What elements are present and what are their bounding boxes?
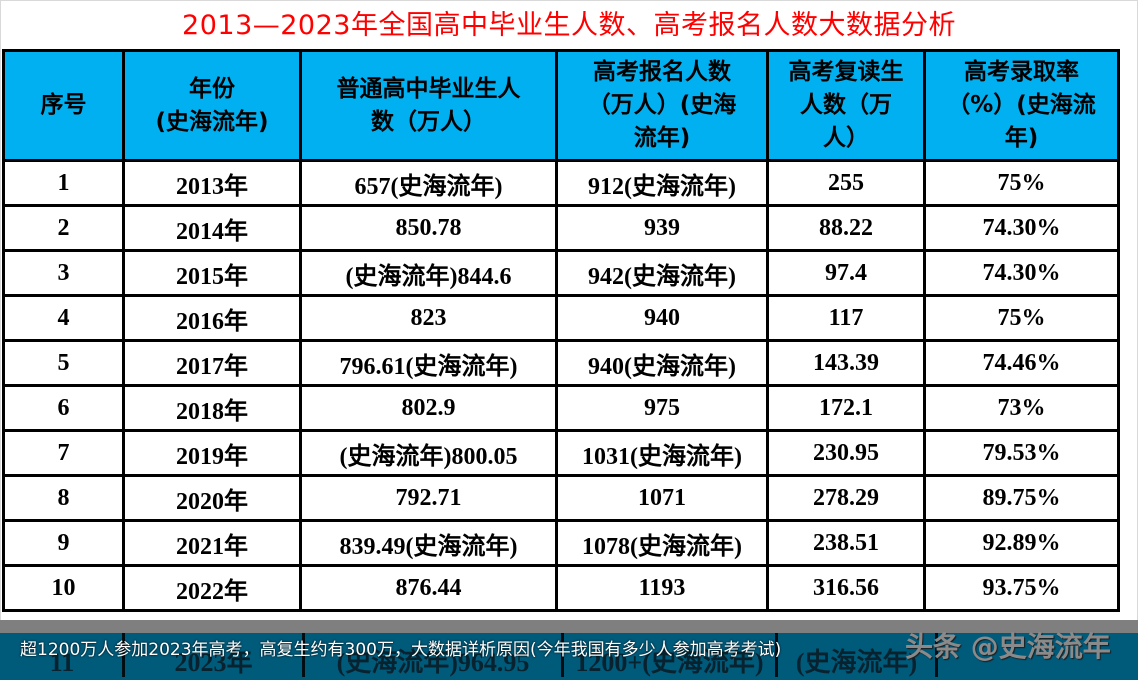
cell-repeaters: 143.39 <box>766 339 926 387</box>
cell-admission-rate: 75% <box>923 159 1120 207</box>
table-row: 8 2020年 792.71 1071 278.29 89.75% <box>2 474 1120 522</box>
table-row: 7 2019年 (史海流年)800.05 1031(史海流年) 230.95 79.53% <box>2 429 1120 477</box>
cell-admission-rate: 75% <box>923 294 1120 342</box>
table-body: 1 2013年 657(史海流年) 912(史海流年) 255 75% 2 2014年 850… <box>2 159 1120 612</box>
page-title: 2013—2023年全国高中毕业生人数、高考报名人数大数据分析 <box>182 10 956 41</box>
cell-graduates: 792.71 <box>299 474 558 522</box>
header-row: 序号 年份 (史海流年) 普通高中毕业生人 数（万人） 高考报名人数 （万人）(… <box>2 49 1120 162</box>
cell-applicants: 1031(史海流年) <box>555 429 769 477</box>
cell-no: 8 <box>2 474 125 522</box>
cell-admission-rate: 92.89% <box>923 519 1120 567</box>
cell-graduates: 657(史海流年) <box>299 159 558 207</box>
header-year: 年份 (史海流年) <box>122 49 302 162</box>
cell-repeaters: 88.22 <box>766 204 926 252</box>
cell-applicants: 1200+(史海流年) <box>564 633 778 677</box>
table-row: 1 2013年 657(史海流年) 912(史海流年) 255 75% <box>2 159 1120 207</box>
cell-graduates: 850.78 <box>299 204 558 252</box>
cell-no: 6 <box>2 384 125 432</box>
cell-no: 11 <box>2 633 125 677</box>
cell-year: 2022年 <box>122 564 302 612</box>
cell-admission-rate: 93.75% <box>923 564 1120 612</box>
cell-repeaters: 316.56 <box>766 564 926 612</box>
header-serial-number: 序号 <box>2 49 125 162</box>
cell-no: 5 <box>2 339 125 387</box>
cell-applicants: 940(史海流年) <box>555 339 769 387</box>
watermark: 头条 @史海流年 <box>905 630 1111 663</box>
cell-year: 2021年 <box>122 519 302 567</box>
table-row: 10 2022年 876.44 1193 316.56 93.75% <box>2 564 1120 612</box>
cell-admission-rate: 74.46% <box>923 339 1120 387</box>
cell-repeaters: 238.51 <box>766 519 926 567</box>
cell-year: 2016年 <box>122 294 302 342</box>
cell-applicants: 975 <box>555 384 769 432</box>
cell-no: 7 <box>2 429 125 477</box>
cell-no: 9 <box>2 519 125 567</box>
caption-bar <box>0 633 1138 680</box>
table-row: 6 2018年 802.9 975 172.1 73% <box>2 384 1120 432</box>
cell-year: 2020年 <box>122 474 302 522</box>
cell-graduates: 823 <box>299 294 558 342</box>
cell-admission-rate: 89.75% <box>923 474 1120 522</box>
cell-repeaters: 255 <box>766 159 926 207</box>
table-row: 5 2017年 796.61(史海流年) 940(史海流年) 143.39 74.46% <box>2 339 1120 387</box>
overlay-gray-band <box>0 620 1138 633</box>
data-table: 序号 年份 (史海流年) 普通高中毕业生人 数（万人） 高考报名人数 （万人）(… <box>2 49 1120 612</box>
cell-no: 3 <box>2 249 125 297</box>
cell-no: 10 <box>2 564 125 612</box>
table-row: 3 2015年 (史海流年)844.6 942(史海流年) 97.4 74.30% <box>2 249 1120 297</box>
cell-graduates: 796.61(史海流年) <box>299 339 558 387</box>
header-admission-rate: 高考录取率 （%）(史海流 年) <box>923 49 1120 162</box>
cell-graduates: 839.49(史海流年) <box>299 519 558 567</box>
cell-repeaters: 172.1 <box>766 384 926 432</box>
cell-applicants: 942(史海流年) <box>555 249 769 297</box>
table-row: 4 2016年 823 940 117 75% <box>2 294 1120 342</box>
cell-no: 4 <box>2 294 125 342</box>
cell-year: 2018年 <box>122 384 302 432</box>
cell-year: 2013年 <box>122 159 302 207</box>
cell-year: 2014年 <box>122 204 302 252</box>
header-applicants: 高考报名人数 （万人）(史海 流年) <box>555 49 769 162</box>
cell-graduates: (史海流年)844.6 <box>299 249 558 297</box>
cell-repeaters: 117 <box>766 294 926 342</box>
header-graduates: 普通高中毕业生人 数（万人） <box>299 49 558 162</box>
table-row-partial-hidden: 11 2023年 (史海流年)964.95 1200+(史海流年) (史海流年) <box>2 633 1135 677</box>
cell-repeaters: 230.95 <box>766 429 926 477</box>
cell-graduates: (史海流年)964.95 <box>305 633 564 677</box>
cell-graduates: (史海流年)800.05 <box>299 429 558 477</box>
table-row: 2 2014年 850.78 939 88.22 74.30% <box>2 204 1120 252</box>
cell-year: 2019年 <box>122 429 302 477</box>
table-row: 9 2021年 839.49(史海流年) 1078(史海流年) 238.51 92.89% <box>2 519 1120 567</box>
cell-no: 2 <box>2 204 125 252</box>
cell-repeaters: 97.4 <box>766 249 926 297</box>
cell-applicants: 939 <box>555 204 769 252</box>
header-repeaters: 高考复读生 人数（万 人） <box>766 49 926 162</box>
cell-year: 2015年 <box>122 249 302 297</box>
cell-repeaters: 278.29 <box>766 474 926 522</box>
cell-no: 1 <box>2 159 125 207</box>
cell-admission-rate: 74.30% <box>923 204 1120 252</box>
cell-applicants: 912(史海流年) <box>555 159 769 207</box>
cell-year: 2017年 <box>122 339 302 387</box>
cell-applicants: 1078(史海流年) <box>555 519 769 567</box>
caption-text: 超1200万人参加2023年高考，高复生约有300万，大数据详析原因(今年我国有… <box>20 640 782 660</box>
cell-admission-rate: 73% <box>923 384 1120 432</box>
cell-admission-rate: 74.30% <box>923 249 1120 297</box>
cell-graduates: 876.44 <box>299 564 558 612</box>
cell-repeaters: (史海流年) <box>778 633 938 677</box>
cell-graduates: 802.9 <box>299 384 558 432</box>
cell-year: 2023年 <box>125 633 305 677</box>
cell-applicants: 1193 <box>555 564 769 612</box>
cell-applicants: 1071 <box>555 474 769 522</box>
cell-applicants: 940 <box>555 294 769 342</box>
cell-admission-rate: 79.53% <box>923 429 1120 477</box>
